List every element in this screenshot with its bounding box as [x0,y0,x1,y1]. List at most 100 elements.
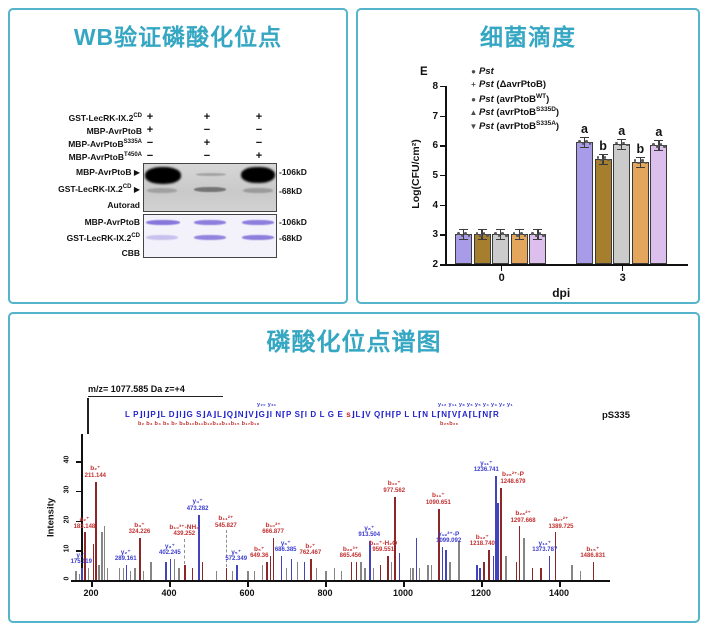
condition-sign: − [255,124,263,136]
peak-label: y₅⁺ 572.349 [225,548,248,563]
spectrum-peak [495,475,498,580]
spectrum-peak [412,568,414,580]
y-tick-mark [76,550,81,552]
y-tick-mark [76,580,81,582]
error-bar [617,138,627,150]
autorad-marker-68: -68kD [279,186,303,196]
y-tick-mark [440,115,445,118]
phospho-serine-residue: s [346,410,352,419]
b-ion-row-left: b₂ b₃ b₄ b₆ b₇ b₉b₁₀b₁₁b₁₂b₁₃b₁₄b₁₅ b₁₇b… [138,421,260,427]
precursor-bracket-line [87,398,89,434]
b-ion-row-right: b₂₅b₂₆ [440,421,459,427]
condition-row: MBP-AvrPtoBS335A − + − [10,137,346,152]
data-point-dot [603,156,607,160]
spectrum-peak [325,571,327,580]
peak-label: b₁₀²⁺ 666.877 [262,522,284,536]
data-point-dot [467,234,471,237]
spectrum-peak [266,562,268,580]
y-tick-mark [440,234,445,236]
titer-chart: 2 3 4 5 6 7 8 Log(CFU/cm²) 0 a b a b a 3 dpi ● Pst + Pst (Δ… [358,10,702,306]
significance-letter: a [655,125,663,140]
spectrum-peak [394,496,397,580]
spectrum-peak [369,541,371,580]
spectrum-peak [340,571,343,580]
blot-band [145,167,181,184]
blot-band [194,187,226,192]
legend-marker-icon: ● [471,94,476,104]
peak-label: y₄⁺ 473.282 [186,498,209,512]
ms2-spectrum-chart: 200 400 600 800 1000 1200 1400 0 10 20 30 40 Intensi… [10,314,702,625]
spectrum-peak [134,568,136,580]
spectrum-peak [427,565,429,580]
spectrum-peak [98,565,100,580]
legend-marker-icon: ● [471,67,476,76]
y-tick-label: 0 [63,576,71,581]
significance-letter: b [636,141,645,156]
bar [576,142,593,264]
legend-item: + Pst (ΔavrPtoB) [468,79,546,90]
autorad-row2-label: GST-LecRK-IX.2CD ▶ [58,184,140,194]
data-point-dot [520,232,523,235]
spectrum-peak [492,556,495,580]
condition-row: GST-LecRK-IX.2CD + + + [10,111,346,126]
spectrum-peak [125,565,128,580]
arrow-right-icon: ▶ [133,168,140,177]
peak-label: a₂₇²⁺ 1389.725 [548,516,574,530]
error-bar [654,140,664,152]
spectrum-peak [431,565,433,580]
titer-title: 细菌滴度 [480,24,576,50]
blot-band [194,235,226,240]
cbb-marker-68: -68kD [279,233,303,243]
spectrum-peak [458,541,460,580]
spectrum-peak [350,562,352,580]
blot-band [243,188,273,193]
data-point-dot [626,143,629,147]
cbb-row1-label: MBP-AvrPtoB [84,217,140,227]
condition-sign: − [146,137,154,149]
spectrum-peak [579,571,582,580]
data-point-dot [531,232,534,235]
spectrum-peak [410,568,412,580]
spectrum-title: 磷酸化位点谱图 [266,329,442,356]
legend-item: ● Pst [468,66,494,77]
error-bar [477,229,487,241]
data-point-dot [615,141,618,145]
spectrum-peak [103,526,106,580]
spectrum-peak [296,562,298,580]
y-tick-label: 8 [432,80,438,92]
panel-titer: 细菌滴度 E 2 3 4 5 6 7 8 Log(CFU/cm²) 0 a b a b a 3 dpi ● Pst… [356,8,700,304]
condition-label: MBP-AvrPtoBS335A [68,139,142,149]
x-tick-mark [621,266,624,271]
x-tick-label: 600 [239,588,255,598]
data-point-dot [578,140,581,143]
spectrum-peak [476,565,478,580]
wb-title: WB验证磷酸化位点 [73,24,283,50]
condition-sign: − [203,124,211,136]
condition-row: MBP-AvrPtoBT450A − − + [10,150,346,165]
peak-label: a₂⁺ 183.148 [73,516,96,530]
y-axis-line [445,85,447,266]
legend-item: ▲ Pst (avrPtoBS335D) [469,106,560,119]
legend-item: ● Pst (avrPtoBWT) [468,93,549,105]
data-point-dot [663,145,666,148]
y-tick-mark [440,174,445,177]
peak-label: b₁₀⁺-H₂O 959.551 [369,539,398,554]
spectrum-peak [119,568,121,580]
spectrum-peak [280,556,283,580]
spectrum-peak [201,562,204,580]
spectrum-peak [142,571,145,580]
x-axis-line [71,580,610,582]
spectrum-peak [315,568,318,580]
data-point-dot [656,145,659,148]
spectrum-peak [379,565,382,580]
spectrum-peak [449,562,451,580]
data-point-dot [644,161,648,165]
spectrum-peak [548,556,551,580]
spectrum-peak [129,571,131,580]
phosphosite-label: pS335 [602,410,630,421]
y-tick-mark [76,520,81,522]
data-point-dot [596,156,600,160]
spectrum-peak [197,514,200,580]
data-point-dot [633,159,637,163]
